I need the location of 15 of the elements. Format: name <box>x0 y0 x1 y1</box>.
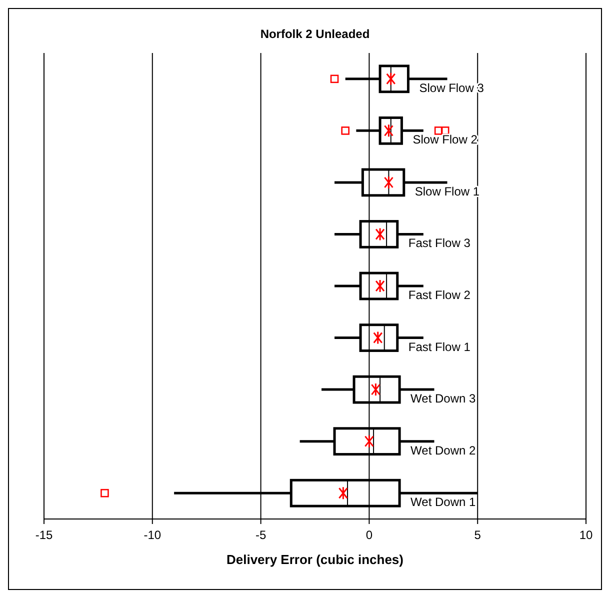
chart-title: Norfolk 2 Unleaded <box>260 27 370 41</box>
x-tick-label: 0 <box>366 528 373 542</box>
x-tick-label: 5 <box>474 528 482 542</box>
y-tick-label: Wet Down 3 <box>410 392 476 406</box>
y-tick-label: Fast Flow 2 <box>408 288 471 302</box>
y-tick-label: Slow Flow 2 <box>412 132 478 147</box>
y-tick-label: Wet Down 1 <box>410 495 476 510</box>
x-tick-label: -5 <box>255 528 266 542</box>
x-tick-label: -15 <box>35 528 53 542</box>
x-tick-label: 10 <box>579 528 593 542</box>
y-tick-label: Fast Flow 3 <box>408 236 471 250</box>
y-tick-label: Wet Down 2 <box>410 443 476 458</box>
x-axis-title: Delivery Error (cubic inches) <box>226 552 404 567</box>
y-tick-label: Fast Flow 1 <box>408 340 471 354</box>
x-tick-label: -10 <box>144 528 162 542</box>
